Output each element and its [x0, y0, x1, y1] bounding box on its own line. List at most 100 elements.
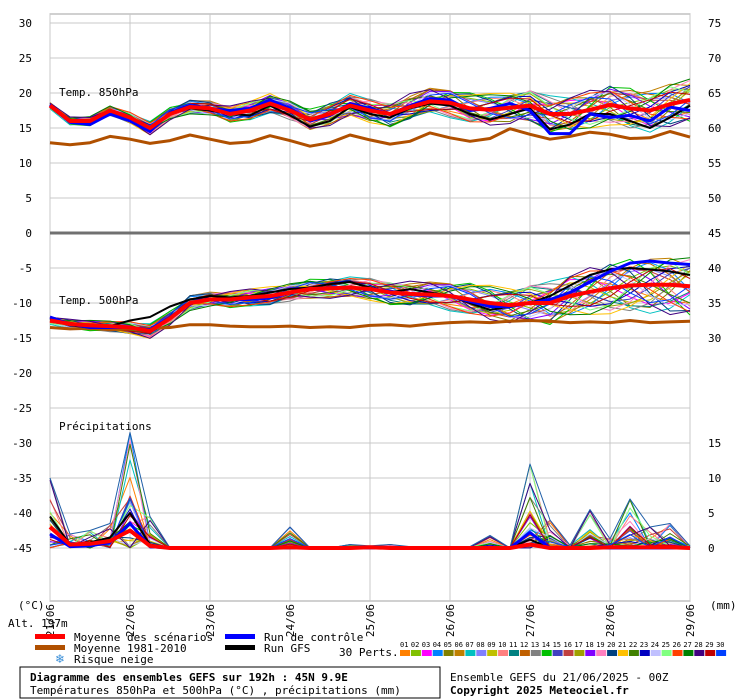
pert-number-label: 22: [629, 641, 637, 649]
pert-number-label: 24: [651, 641, 659, 649]
y-left-tick-label: 15: [19, 122, 32, 135]
y-right-tick-label: 30: [708, 332, 721, 345]
x-date-tick-label: 28/06: [604, 604, 617, 637]
pert-number-label: 28: [694, 641, 702, 649]
pert-number-label: 30: [716, 641, 724, 649]
pert-number-label: 15: [553, 641, 561, 649]
legend-mean-label: Moyenne des scénarios: [74, 631, 213, 644]
panel-label-precip: Précipitations: [59, 420, 152, 433]
y-right-precip-tick-label: 5: [708, 507, 715, 520]
pert-number-label: 07: [465, 641, 473, 649]
pert-number-label: 03: [422, 641, 430, 649]
pert-number-label: 21: [618, 641, 626, 649]
pert-color-swatch: [650, 650, 661, 656]
y-left-tick-label: -25: [12, 402, 32, 415]
pert-number-label: 02: [411, 641, 419, 649]
pert-color-swatch: [509, 650, 519, 656]
y-left-tick-label: 30: [19, 17, 32, 30]
legend-gfs-label: Run GFS: [264, 642, 310, 655]
pert-color-swatch: [454, 650, 465, 656]
pert-color-legend: 01 02 03 04 05 06 07 08 09 10 11 12 13 14 15 16 17 18 19 20…: [400, 641, 727, 656]
legend: Moyenne des scénarios Moyenne 1981-2010 …: [35, 631, 727, 666]
y-right-precip-tick-label: 10: [708, 472, 721, 485]
pert-number-label: 19: [596, 641, 604, 649]
x-date-tick-label: 24/06: [284, 604, 297, 637]
pert-number-label: 06: [455, 641, 463, 649]
y-left-tick-label: -20: [12, 367, 32, 380]
pert-color-swatch: [400, 650, 410, 656]
pert-color-swatch: [639, 650, 650, 656]
run-info: Ensemble GEFS du 21/06/2025 - 00Z: [450, 671, 669, 684]
pert-number-label: 20: [607, 641, 615, 649]
t850-mean-line: [48, 98, 691, 130]
pert-color-swatch: [596, 650, 607, 656]
x-date-tick-label: 21/06: [44, 604, 57, 637]
y-right-tick-label: 70: [708, 52, 721, 65]
y-right-tick-label: 50: [708, 192, 721, 205]
pert-number-label: 16: [564, 641, 572, 649]
pert-color-swatch: [694, 650, 705, 656]
pert-color-swatch: [432, 650, 443, 656]
y-right-tick-label: 45: [708, 227, 721, 240]
t850-pert-line: [49, 92, 691, 127]
pert-number-label: 13: [531, 641, 539, 649]
right-unit-label: (mm): [710, 599, 737, 612]
legend-perts-label: 30 Perts.: [339, 646, 399, 659]
pert-number-label: 04: [433, 641, 441, 649]
y-right-tick-label: 35: [708, 297, 721, 310]
pert-color-swatch: [585, 650, 596, 656]
pert-color-swatch: [421, 650, 432, 656]
t850-pert-line: [49, 88, 691, 129]
y-left-tick-label: 20: [19, 87, 32, 100]
y-left-tick-label: -10: [12, 297, 32, 310]
pert-number-label: 14: [542, 641, 550, 649]
pert-color-swatch: [716, 650, 727, 656]
pert-number-label: 25: [662, 641, 670, 649]
legend-clim-swatch: [35, 645, 65, 650]
pert-color-swatch: [618, 650, 628, 656]
pert-color-swatch: [498, 650, 509, 656]
pert-color-swatch: [672, 650, 683, 656]
y-left-tick-label: -45: [12, 542, 32, 555]
pert-color-swatch: [530, 650, 541, 656]
y-left-tick-label: -5: [19, 262, 32, 275]
x-date-tick-label: 22/06: [124, 604, 137, 637]
x-date-tick-label: 25/06: [364, 604, 377, 637]
chart-title: Diagramme des ensembles GEFS sur 192h : …: [30, 671, 348, 684]
legend-mean-swatch: [35, 634, 65, 639]
pert-color-swatch: [574, 650, 585, 656]
precip-mean-line: [48, 525, 691, 550]
legend-control-label: Run de contrôle: [264, 631, 363, 644]
pert-color-swatch: [705, 650, 716, 656]
pert-color-swatch: [519, 650, 530, 656]
y-left-tick-label: -35: [12, 472, 32, 485]
title-box: [19, 666, 441, 699]
panel-label-t850: Temp. 850hPa: [59, 86, 138, 99]
y-left-tick-label: -15: [12, 332, 32, 345]
y-left-tick-label: 25: [19, 52, 32, 65]
pert-number-label: 11: [509, 641, 517, 649]
pert-number-label: 01: [400, 641, 408, 649]
pert-color-swatch: [661, 650, 672, 656]
y-right-tick-label: 55: [708, 157, 721, 170]
t500-mean-line: [49, 282, 691, 333]
altitude-label: Alt. 197m: [8, 617, 68, 630]
series-layer: [48, 78, 691, 550]
pert-color-swatch: [541, 650, 552, 656]
pert-color-swatch: [628, 650, 639, 656]
pert-number-label: 17: [574, 641, 582, 649]
snowflake-icon: ❄: [55, 652, 65, 666]
pert-color-swatch: [607, 650, 618, 656]
legend-control-swatch: [225, 634, 255, 639]
pert-number-label: 09: [487, 641, 495, 649]
legend-clim-label: Moyenne 1981-2010: [74, 642, 187, 655]
pert-color-swatch: [563, 650, 574, 656]
y-left-tick-label: -40: [12, 507, 32, 520]
x-date-tick-label: 29/06: [684, 604, 697, 637]
legend-snow-label: Risque neige: [74, 653, 153, 666]
pert-number-label: 18: [585, 641, 593, 649]
pert-color-swatch: [476, 650, 487, 656]
x-date-tick-label: 23/06: [204, 604, 217, 637]
y-right-precip-tick-label: 15: [708, 437, 721, 450]
pert-number-label: 12: [520, 641, 528, 649]
